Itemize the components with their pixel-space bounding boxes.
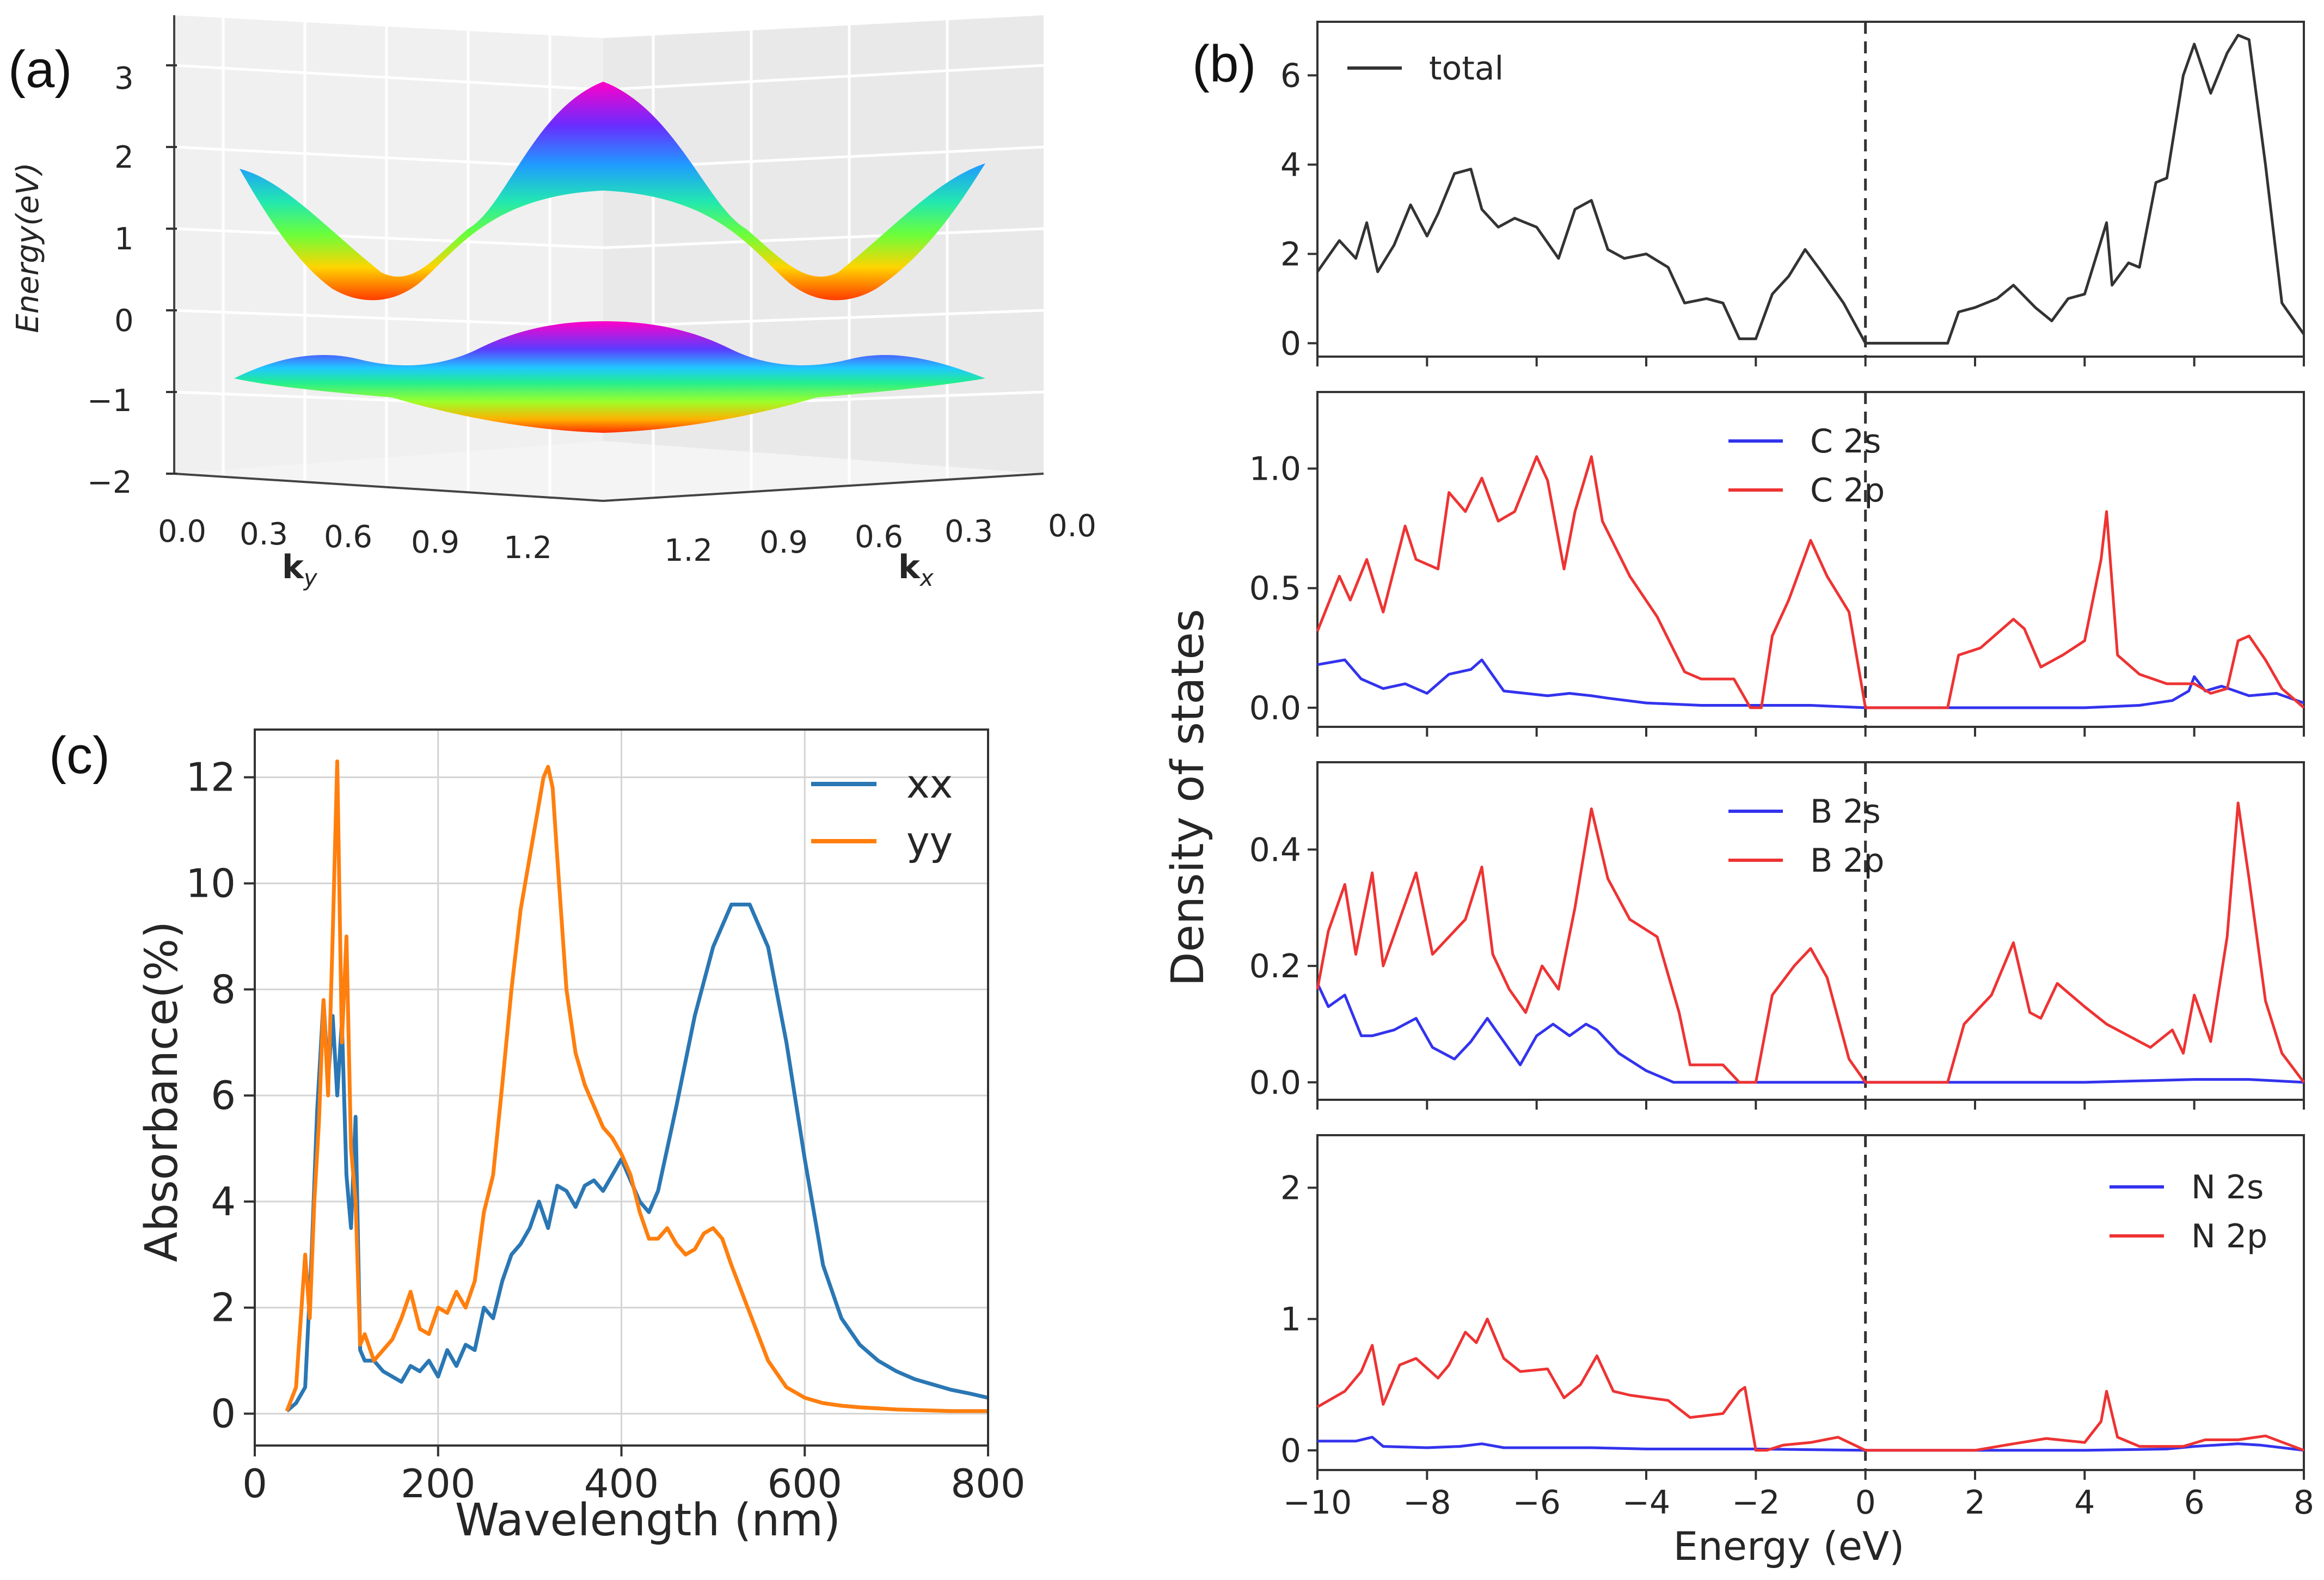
conduction-band-surface bbox=[240, 82, 985, 301]
ky-axis-title: ky bbox=[282, 548, 318, 591]
dos-subplot: 0.0 0.2 0.4 B 2s B 2p bbox=[1249, 761, 2305, 1110]
dos-subplots: 0 2 4 6 total 0.0 0.5 1.0 C 2s C 2p 0.0 0.2 0.4 B 2s B… bbox=[1249, 21, 2314, 1522]
y-tick-label: 0 bbox=[211, 1391, 236, 1437]
x-tick-label: 0 bbox=[1855, 1484, 1876, 1522]
x-tick-label: −8 bbox=[1403, 1484, 1451, 1522]
panel-a-label: (a) bbox=[8, 40, 72, 99]
dos-series-line bbox=[1317, 658, 2304, 709]
y-tick-label: 0.0 bbox=[1249, 1064, 1301, 1102]
dos-series-line bbox=[1316, 455, 2305, 709]
z-tick-label: 0 bbox=[114, 303, 134, 339]
z-tick-label: 1 bbox=[114, 222, 134, 257]
y-tick-label: 0 bbox=[1280, 324, 1301, 363]
legend-label: xx bbox=[906, 761, 953, 807]
dos-series-line bbox=[1316, 1318, 2304, 1452]
ky-tick-label: 0.9 bbox=[411, 525, 459, 560]
panel-b-y-axis-title: Density of states bbox=[1162, 609, 1214, 986]
panel-a-z-ticks: 3 2 1 0 −1 −2 bbox=[87, 61, 177, 500]
panel-b-x-axis-title: Energy (eV) bbox=[1673, 1523, 1905, 1569]
kx-tick-label: 1.2 bbox=[664, 533, 713, 568]
dos-series-line bbox=[1317, 1436, 2304, 1452]
z-tick-label: −1 bbox=[87, 383, 132, 419]
dos-subplot: 0.0 0.5 1.0 C 2s C 2p bbox=[1249, 391, 2305, 737]
legend-label: total bbox=[1429, 50, 1504, 88]
dos-subplot: 0 1 2 N 2s N 2p bbox=[1280, 1134, 2305, 1480]
panel-c-y-axis-title: Absorbance(%) bbox=[136, 921, 188, 1262]
y-tick-label: 0.5 bbox=[1249, 569, 1301, 608]
dos-subplot-frame bbox=[1316, 761, 2305, 1101]
x-tick-label: 4 bbox=[2074, 1484, 2095, 1522]
x-tick-label: 2 bbox=[1965, 1484, 1985, 1522]
dos-series-line bbox=[1316, 34, 2305, 345]
y-tick-label: 12 bbox=[186, 755, 236, 800]
ky-tick-label: 0.0 bbox=[158, 514, 206, 549]
legend-label: B 2p bbox=[1810, 842, 1885, 880]
x-tick-label: 600 bbox=[768, 1461, 842, 1506]
kx-tick-label: 0.9 bbox=[759, 525, 808, 560]
x-tick-label: 800 bbox=[951, 1461, 1025, 1506]
y-tick-label: 6 bbox=[211, 1073, 236, 1118]
ky-tick-label: 1.2 bbox=[504, 530, 552, 566]
y-tick-label: 4 bbox=[1280, 146, 1301, 184]
kx-tick-label: 0.3 bbox=[945, 514, 993, 549]
z-tick-label: −2 bbox=[87, 465, 132, 500]
legend-label: yy bbox=[906, 818, 953, 864]
panel-b-density-of-states: (b) Density of states 0 2 4 6 total 0.0 0.5 1.0… bbox=[1162, 21, 2314, 1569]
y-tick-label: 0 bbox=[1280, 1432, 1301, 1470]
x-tick-label: 6 bbox=[2184, 1484, 2205, 1522]
kx-tick-label: 0.6 bbox=[855, 519, 903, 555]
absorbance-plot: 0 200 400 600 800 0 2 4 6 8 10 12 xx yy bbox=[186, 728, 1026, 1506]
panel-c-absorbance: (c) 0 200 400 600 800 0 2 4 6 8 10 12 xx yy Wavelengt… bbox=[49, 726, 1026, 1546]
x-tick-label: 400 bbox=[584, 1461, 659, 1506]
y-tick-label: 10 bbox=[186, 860, 236, 906]
y-tick-label: 2 bbox=[1280, 1169, 1301, 1207]
x-tick-label: 8 bbox=[2294, 1484, 2314, 1522]
ky-tick-label: 0.3 bbox=[240, 517, 288, 552]
legend-label: C 2s bbox=[1810, 422, 1881, 461]
panel-a-kx-ticks: 1.2 0.9 0.6 0.3 0.0 bbox=[664, 509, 1096, 568]
panel-a-z-axis-title: Energy(eV) bbox=[10, 162, 46, 333]
panel-b-label: (b) bbox=[1192, 35, 1256, 93]
absorbance-series-line bbox=[285, 902, 989, 1413]
y-tick-label: 2 bbox=[211, 1285, 236, 1331]
dos-subplot-frame bbox=[1316, 391, 2305, 728]
y-tick-label: 6 bbox=[1280, 57, 1301, 95]
x-tick-label: −6 bbox=[1512, 1484, 1560, 1522]
kx-axis-title: kx bbox=[898, 548, 934, 591]
legend-label: B 2s bbox=[1810, 793, 1881, 831]
panel-c-label: (c) bbox=[49, 726, 110, 785]
y-tick-label: 1 bbox=[1280, 1301, 1301, 1339]
valence-band-surface bbox=[234, 321, 985, 433]
ky-tick-label: 0.6 bbox=[324, 519, 372, 555]
y-tick-label: 4 bbox=[211, 1179, 236, 1224]
legend-label: N 2p bbox=[2191, 1217, 2267, 1256]
x-tick-label: −10 bbox=[1283, 1484, 1352, 1522]
z-tick-label: 3 bbox=[114, 61, 134, 96]
legend-label: N 2s bbox=[2191, 1168, 2264, 1207]
dos-series-line bbox=[1316, 983, 2304, 1084]
kx-tick-label: 0.0 bbox=[1048, 509, 1096, 544]
y-tick-label: 0.4 bbox=[1249, 831, 1301, 869]
dos-subplot-frame bbox=[1316, 21, 2305, 358]
z-tick-label: 2 bbox=[114, 140, 134, 175]
panel-c-x-axis-title: Wavelength (nm) bbox=[455, 1495, 841, 1546]
panel-a-ky-ticks: 0.0 0.3 0.6 0.9 1.2 bbox=[158, 514, 552, 566]
dos-subplot-frame bbox=[1316, 1134, 2305, 1471]
x-tick-label: −2 bbox=[1732, 1484, 1780, 1522]
legend-label: C 2p bbox=[1810, 471, 1885, 510]
x-tick-label: 0 bbox=[242, 1461, 267, 1506]
x-tick-label: 200 bbox=[401, 1461, 475, 1506]
y-tick-label: 0.0 bbox=[1249, 689, 1301, 727]
y-tick-label: 2 bbox=[1280, 235, 1301, 273]
dos-subplot: 0 2 4 6 total bbox=[1280, 21, 2305, 366]
panel-a-band-structure: (a) bbox=[8, 15, 1096, 591]
y-tick-label: 1.0 bbox=[1249, 450, 1301, 488]
x-tick-label: −4 bbox=[1622, 1484, 1670, 1522]
absorbance-series-line bbox=[285, 759, 988, 1413]
y-tick-label: 8 bbox=[211, 966, 236, 1012]
dos-series-line bbox=[1316, 801, 2305, 1084]
y-tick-label: 0.2 bbox=[1249, 947, 1301, 985]
